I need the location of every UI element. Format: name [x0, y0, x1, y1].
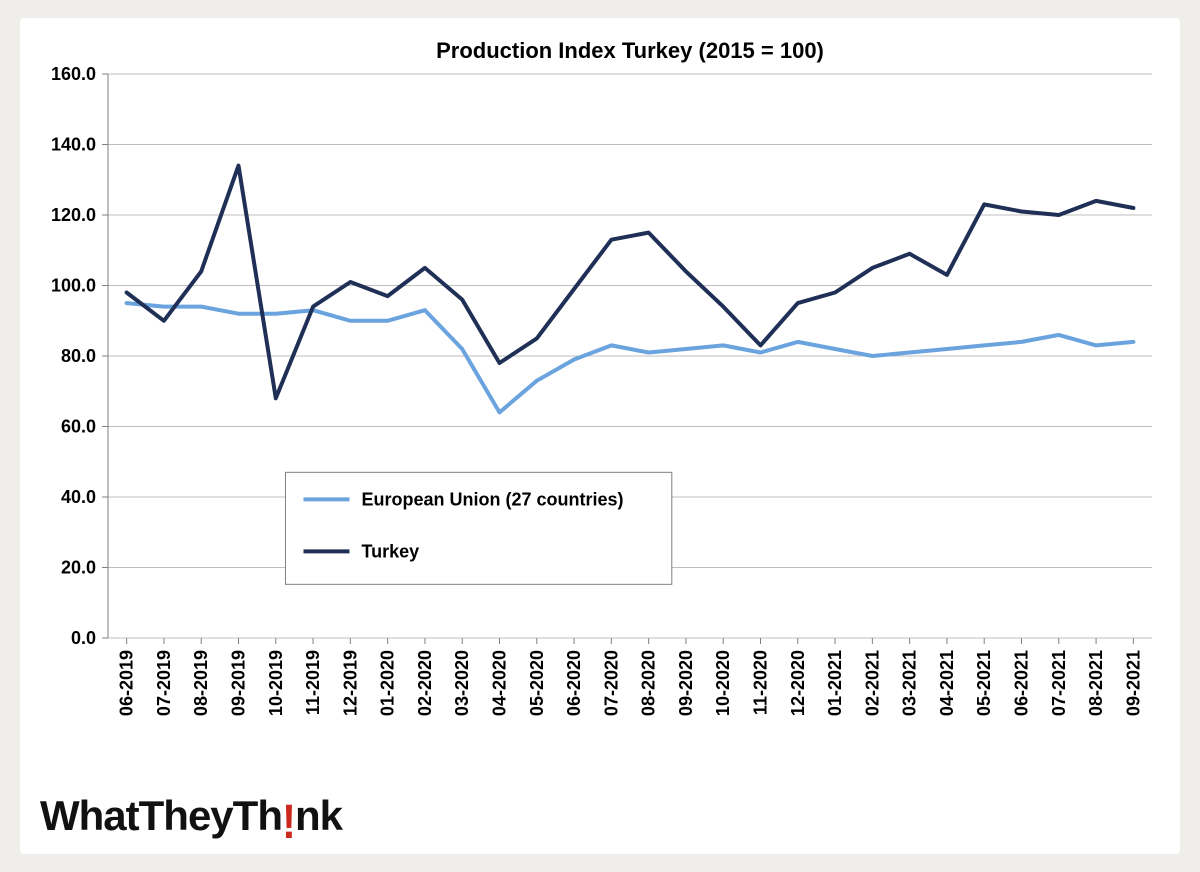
svg-text:06-2019: 06-2019 [117, 650, 137, 716]
svg-text:40.0: 40.0 [61, 487, 96, 507]
svg-text:11-2019: 11-2019 [303, 650, 323, 715]
logo-prefix: WhatTheyTh [40, 792, 282, 839]
svg-text:08-2019: 08-2019 [191, 650, 211, 716]
svg-text:20.0: 20.0 [61, 558, 96, 578]
svg-text:03-2021: 03-2021 [900, 650, 920, 716]
svg-text:10-2020: 10-2020 [713, 650, 733, 716]
svg-text:07-2021: 07-2021 [1049, 650, 1069, 716]
svg-text:04-2020: 04-2020 [490, 650, 510, 716]
svg-text:80.0: 80.0 [61, 346, 96, 366]
svg-text:05-2020: 05-2020 [527, 650, 547, 716]
svg-text:02-2021: 02-2021 [862, 650, 882, 716]
svg-text:03-2020: 03-2020 [452, 650, 472, 716]
svg-text:05-2021: 05-2021 [974, 650, 994, 716]
svg-text:Production Index Turkey (2015: Production Index Turkey (2015 = 100) [436, 38, 824, 63]
brand-logo: WhatTheyTh!nk [40, 792, 342, 840]
svg-text:01-2021: 01-2021 [825, 650, 845, 716]
svg-text:140.0: 140.0 [51, 135, 96, 155]
svg-text:09-2021: 09-2021 [1123, 650, 1143, 716]
svg-text:European Union (27 countries): European Union (27 countries) [361, 490, 623, 510]
svg-text:12-2020: 12-2020 [788, 650, 808, 716]
svg-text:08-2021: 08-2021 [1086, 650, 1106, 716]
line-chart: Production Index Turkey (2015 = 100) 0.0 2… [30, 28, 1170, 768]
chart-card: Production Index Turkey (2015 = 100) 0.0 2… [20, 18, 1180, 854]
logo-bang: ! [282, 794, 295, 849]
svg-text:09-2020: 09-2020 [676, 650, 696, 716]
svg-text:04-2021: 04-2021 [937, 650, 957, 716]
svg-text:07-2019: 07-2019 [154, 650, 174, 716]
svg-text:06-2021: 06-2021 [1012, 650, 1032, 716]
svg-text:08-2020: 08-2020 [639, 650, 659, 716]
svg-text:02-2020: 02-2020 [415, 650, 435, 716]
svg-text:Turkey: Turkey [361, 542, 419, 562]
logo-suffix: nk [295, 792, 342, 839]
svg-text:07-2020: 07-2020 [601, 650, 621, 716]
chart-container: Production Index Turkey (2015 = 100) 0.0 2… [30, 28, 1170, 768]
svg-text:12-2019: 12-2019 [340, 650, 360, 716]
svg-text:100.0: 100.0 [51, 276, 96, 296]
svg-text:01-2020: 01-2020 [378, 650, 398, 716]
svg-text:160.0: 160.0 [51, 64, 96, 84]
svg-text:120.0: 120.0 [51, 205, 96, 225]
svg-text:10-2019: 10-2019 [266, 650, 286, 716]
svg-text:09-2019: 09-2019 [229, 650, 249, 716]
svg-text:0.0: 0.0 [71, 628, 96, 648]
svg-text:11-2020: 11-2020 [751, 650, 771, 715]
svg-text:06-2020: 06-2020 [564, 650, 584, 716]
svg-text:60.0: 60.0 [61, 417, 96, 437]
